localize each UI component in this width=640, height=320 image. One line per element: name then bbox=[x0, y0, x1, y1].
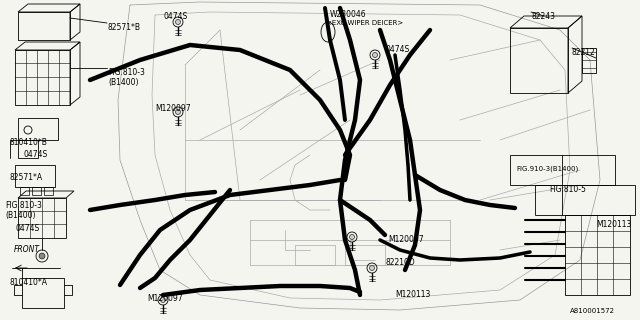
Circle shape bbox=[369, 266, 374, 270]
Bar bbox=[295, 245, 335, 265]
Text: (B1400): (B1400) bbox=[5, 211, 35, 220]
Text: 82212: 82212 bbox=[572, 48, 596, 57]
Text: FIG.810-3: FIG.810-3 bbox=[108, 68, 145, 77]
Text: FIG.810-3: FIG.810-3 bbox=[5, 201, 42, 210]
Bar bbox=[18, 140, 38, 158]
Circle shape bbox=[39, 253, 45, 259]
Bar bbox=[18, 118, 58, 140]
Text: 810410*B: 810410*B bbox=[10, 138, 48, 147]
Text: 0474S: 0474S bbox=[385, 45, 409, 54]
Bar bbox=[22, 278, 64, 308]
Text: M120113: M120113 bbox=[596, 220, 632, 229]
Bar bbox=[18, 12, 70, 40]
Text: 82571*B: 82571*B bbox=[108, 23, 141, 32]
Bar bbox=[565, 215, 630, 295]
Circle shape bbox=[175, 20, 180, 25]
Circle shape bbox=[161, 298, 166, 302]
Text: M120097: M120097 bbox=[147, 294, 182, 303]
Text: M120097: M120097 bbox=[388, 235, 424, 244]
Text: 82210D: 82210D bbox=[385, 258, 415, 267]
Bar bbox=[15, 165, 55, 187]
Text: M120113: M120113 bbox=[395, 290, 430, 299]
Text: 0474S: 0474S bbox=[24, 150, 48, 159]
Text: 0474S: 0474S bbox=[163, 12, 188, 21]
Text: M120097: M120097 bbox=[155, 104, 191, 113]
Bar bbox=[15, 50, 70, 105]
Text: W230046: W230046 bbox=[330, 10, 367, 19]
Text: FIG.910-3(B1400): FIG.910-3(B1400) bbox=[516, 165, 579, 172]
Bar bbox=[345, 245, 385, 265]
Circle shape bbox=[175, 109, 180, 115]
Bar bbox=[582, 48, 596, 73]
Text: 0474S: 0474S bbox=[16, 224, 40, 233]
Bar bbox=[20, 187, 29, 195]
Bar bbox=[535, 185, 635, 215]
Text: 810410*A: 810410*A bbox=[10, 278, 48, 287]
Bar bbox=[44, 187, 53, 195]
Bar bbox=[32, 187, 41, 195]
Bar bbox=[510, 155, 615, 185]
Text: FIG.810-5: FIG.810-5 bbox=[549, 185, 586, 194]
Text: 82243: 82243 bbox=[532, 12, 556, 21]
Bar bbox=[18, 198, 66, 238]
Circle shape bbox=[372, 52, 378, 58]
Text: (B1400): (B1400) bbox=[108, 78, 138, 87]
Text: A810001572: A810001572 bbox=[570, 308, 615, 314]
Text: <EXC.WIPER DEICER>: <EXC.WIPER DEICER> bbox=[326, 20, 403, 26]
Text: FRONT: FRONT bbox=[14, 245, 40, 254]
Bar bbox=[510, 28, 568, 93]
Circle shape bbox=[349, 235, 355, 239]
Text: 82571*A: 82571*A bbox=[10, 173, 43, 182]
